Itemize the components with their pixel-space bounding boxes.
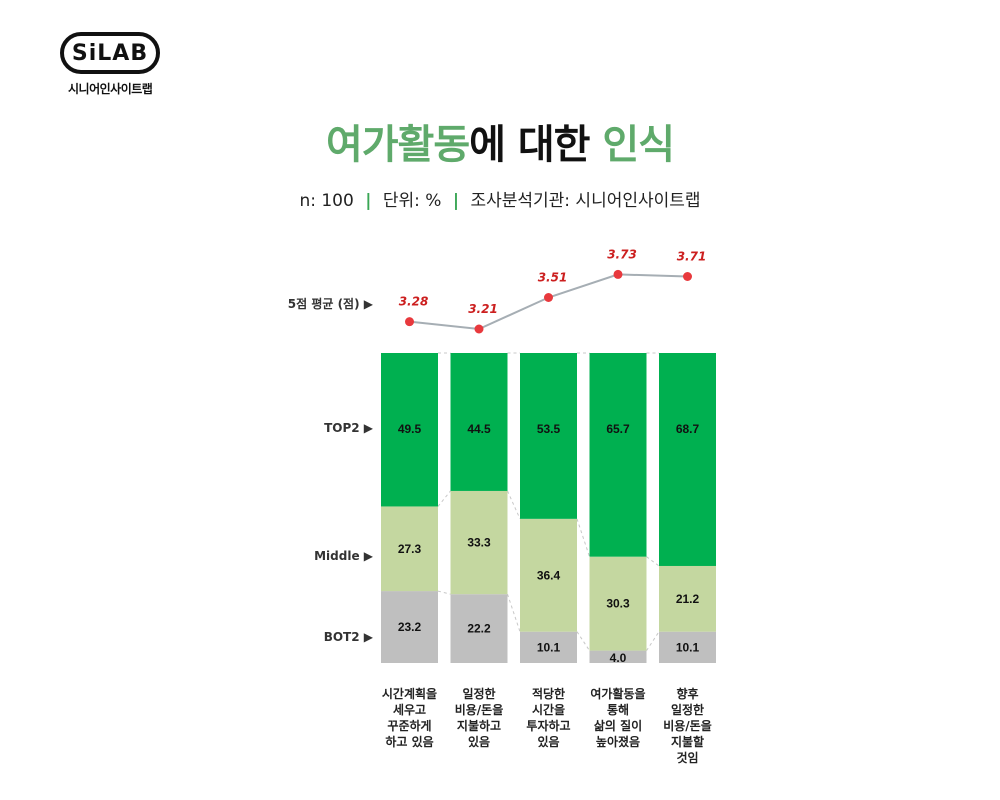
bar-middle xyxy=(659,565,716,632)
title-part2: 에 대한 xyxy=(469,122,603,168)
unit-label: 단위: % xyxy=(382,191,442,211)
category-label: 하고 있음 xyxy=(385,734,433,749)
average-point xyxy=(544,293,553,302)
category-label: 일정한 xyxy=(671,702,704,717)
connector-bot2 xyxy=(507,594,521,632)
category-label: 지불할 xyxy=(671,734,704,749)
label-middle: 33.3 xyxy=(467,536,491,550)
category-label: 시간계획을 xyxy=(382,686,437,701)
row-label-middle: Middle ▶ xyxy=(314,549,374,563)
bar-middle xyxy=(589,556,647,651)
category-label: 비용/돈을 xyxy=(455,702,504,717)
connector-middle xyxy=(646,556,660,567)
connector-bot2 xyxy=(437,590,451,595)
bar-top2 xyxy=(520,353,577,519)
average-label: 3.51 xyxy=(538,271,568,285)
category-label: 있음 xyxy=(537,734,559,749)
category-label: 향후 xyxy=(676,686,698,701)
bar-top2 xyxy=(381,353,438,507)
connector-middle xyxy=(507,490,521,520)
label-top2: 68.7 xyxy=(676,422,700,436)
row-label-top2: TOP2 ▶ xyxy=(324,421,374,435)
connector-middle xyxy=(576,518,590,557)
bar-top2 xyxy=(450,353,508,491)
category-label: 시간을 xyxy=(532,702,565,717)
category-label: 꾸준하게 xyxy=(387,718,431,733)
category-label: 일정한 xyxy=(462,686,495,701)
label-bot2: 4.0 xyxy=(610,651,627,665)
bar-bot2 xyxy=(589,650,647,663)
separator: | xyxy=(365,191,372,211)
category-label: 통해 xyxy=(607,702,629,717)
label-top2: 49.5 xyxy=(398,422,422,436)
page-title: 여가활동에 대한 인식 xyxy=(0,112,1000,170)
category-label: 세우고 xyxy=(393,702,426,717)
connector-bot2 xyxy=(646,631,660,651)
label-middle: 36.4 xyxy=(537,568,561,582)
label-top2: 44.5 xyxy=(467,422,491,436)
label-top2: 53.5 xyxy=(537,422,561,436)
average-label: 3.73 xyxy=(607,247,637,261)
bar-middle xyxy=(450,490,508,595)
label-bot2: 22.2 xyxy=(467,622,491,636)
label-middle: 27.3 xyxy=(398,542,422,556)
label-middle: 21.2 xyxy=(676,592,700,606)
title-part3: 인식 xyxy=(602,122,675,168)
logo: SiLAB 시니어인사이트랩 xyxy=(60,32,180,97)
separator: | xyxy=(452,191,460,211)
category-label: 삶의 질이 xyxy=(594,718,642,733)
category-label: 있음 xyxy=(468,734,490,749)
average-label: 3.21 xyxy=(468,302,498,316)
label-bot2: 10.1 xyxy=(676,640,700,654)
average-label: 3.71 xyxy=(677,250,707,264)
logo-badge: SiLAB xyxy=(60,32,160,74)
row-label-average: 5점 평균 (점) ▶ xyxy=(288,296,374,311)
connector-middle xyxy=(437,490,451,507)
bar-bot2 xyxy=(659,631,716,663)
connector-bot2 xyxy=(576,631,590,651)
label-bot2: 10.1 xyxy=(537,640,561,654)
label-middle: 30.3 xyxy=(606,597,630,611)
org-label: 조사분석기관: 시니어인사이트랩 xyxy=(470,191,701,211)
average-point xyxy=(405,317,414,327)
label-bot2: 23.2 xyxy=(398,620,422,634)
label-top2: 65.7 xyxy=(606,422,630,436)
bar-bot2 xyxy=(381,591,438,663)
category-label: 것임 xyxy=(676,750,698,765)
bar-bot2 xyxy=(450,594,508,663)
title-part1: 여가활동 xyxy=(325,122,470,168)
average-point xyxy=(474,324,484,334)
average-point xyxy=(683,272,692,281)
bar-top2 xyxy=(589,353,647,557)
average-label: 3.28 xyxy=(399,295,429,309)
page-subtitle: n: 100 | 단위: % | 조사분석기관: 시니어인사이트랩 xyxy=(0,186,1000,211)
bar-middle xyxy=(520,518,577,632)
bar-bot2 xyxy=(520,631,577,663)
bar-middle xyxy=(381,506,438,592)
category-label: 적당한 xyxy=(532,686,565,701)
logo-name: 시니어인사이트랩 xyxy=(68,82,153,96)
category-label: 투자하고 xyxy=(526,718,570,733)
bar-top2 xyxy=(659,353,716,566)
category-label: 비용/돈을 xyxy=(663,718,712,733)
category-label: 지불하고 xyxy=(457,718,501,733)
row-label-bot2: BOT2 ▶ xyxy=(324,630,374,644)
sample-size: n: 100 xyxy=(299,191,354,211)
average-point xyxy=(613,269,623,279)
category-label: 여가활동을 xyxy=(590,686,645,701)
category-label: 높아졌음 xyxy=(596,734,640,749)
